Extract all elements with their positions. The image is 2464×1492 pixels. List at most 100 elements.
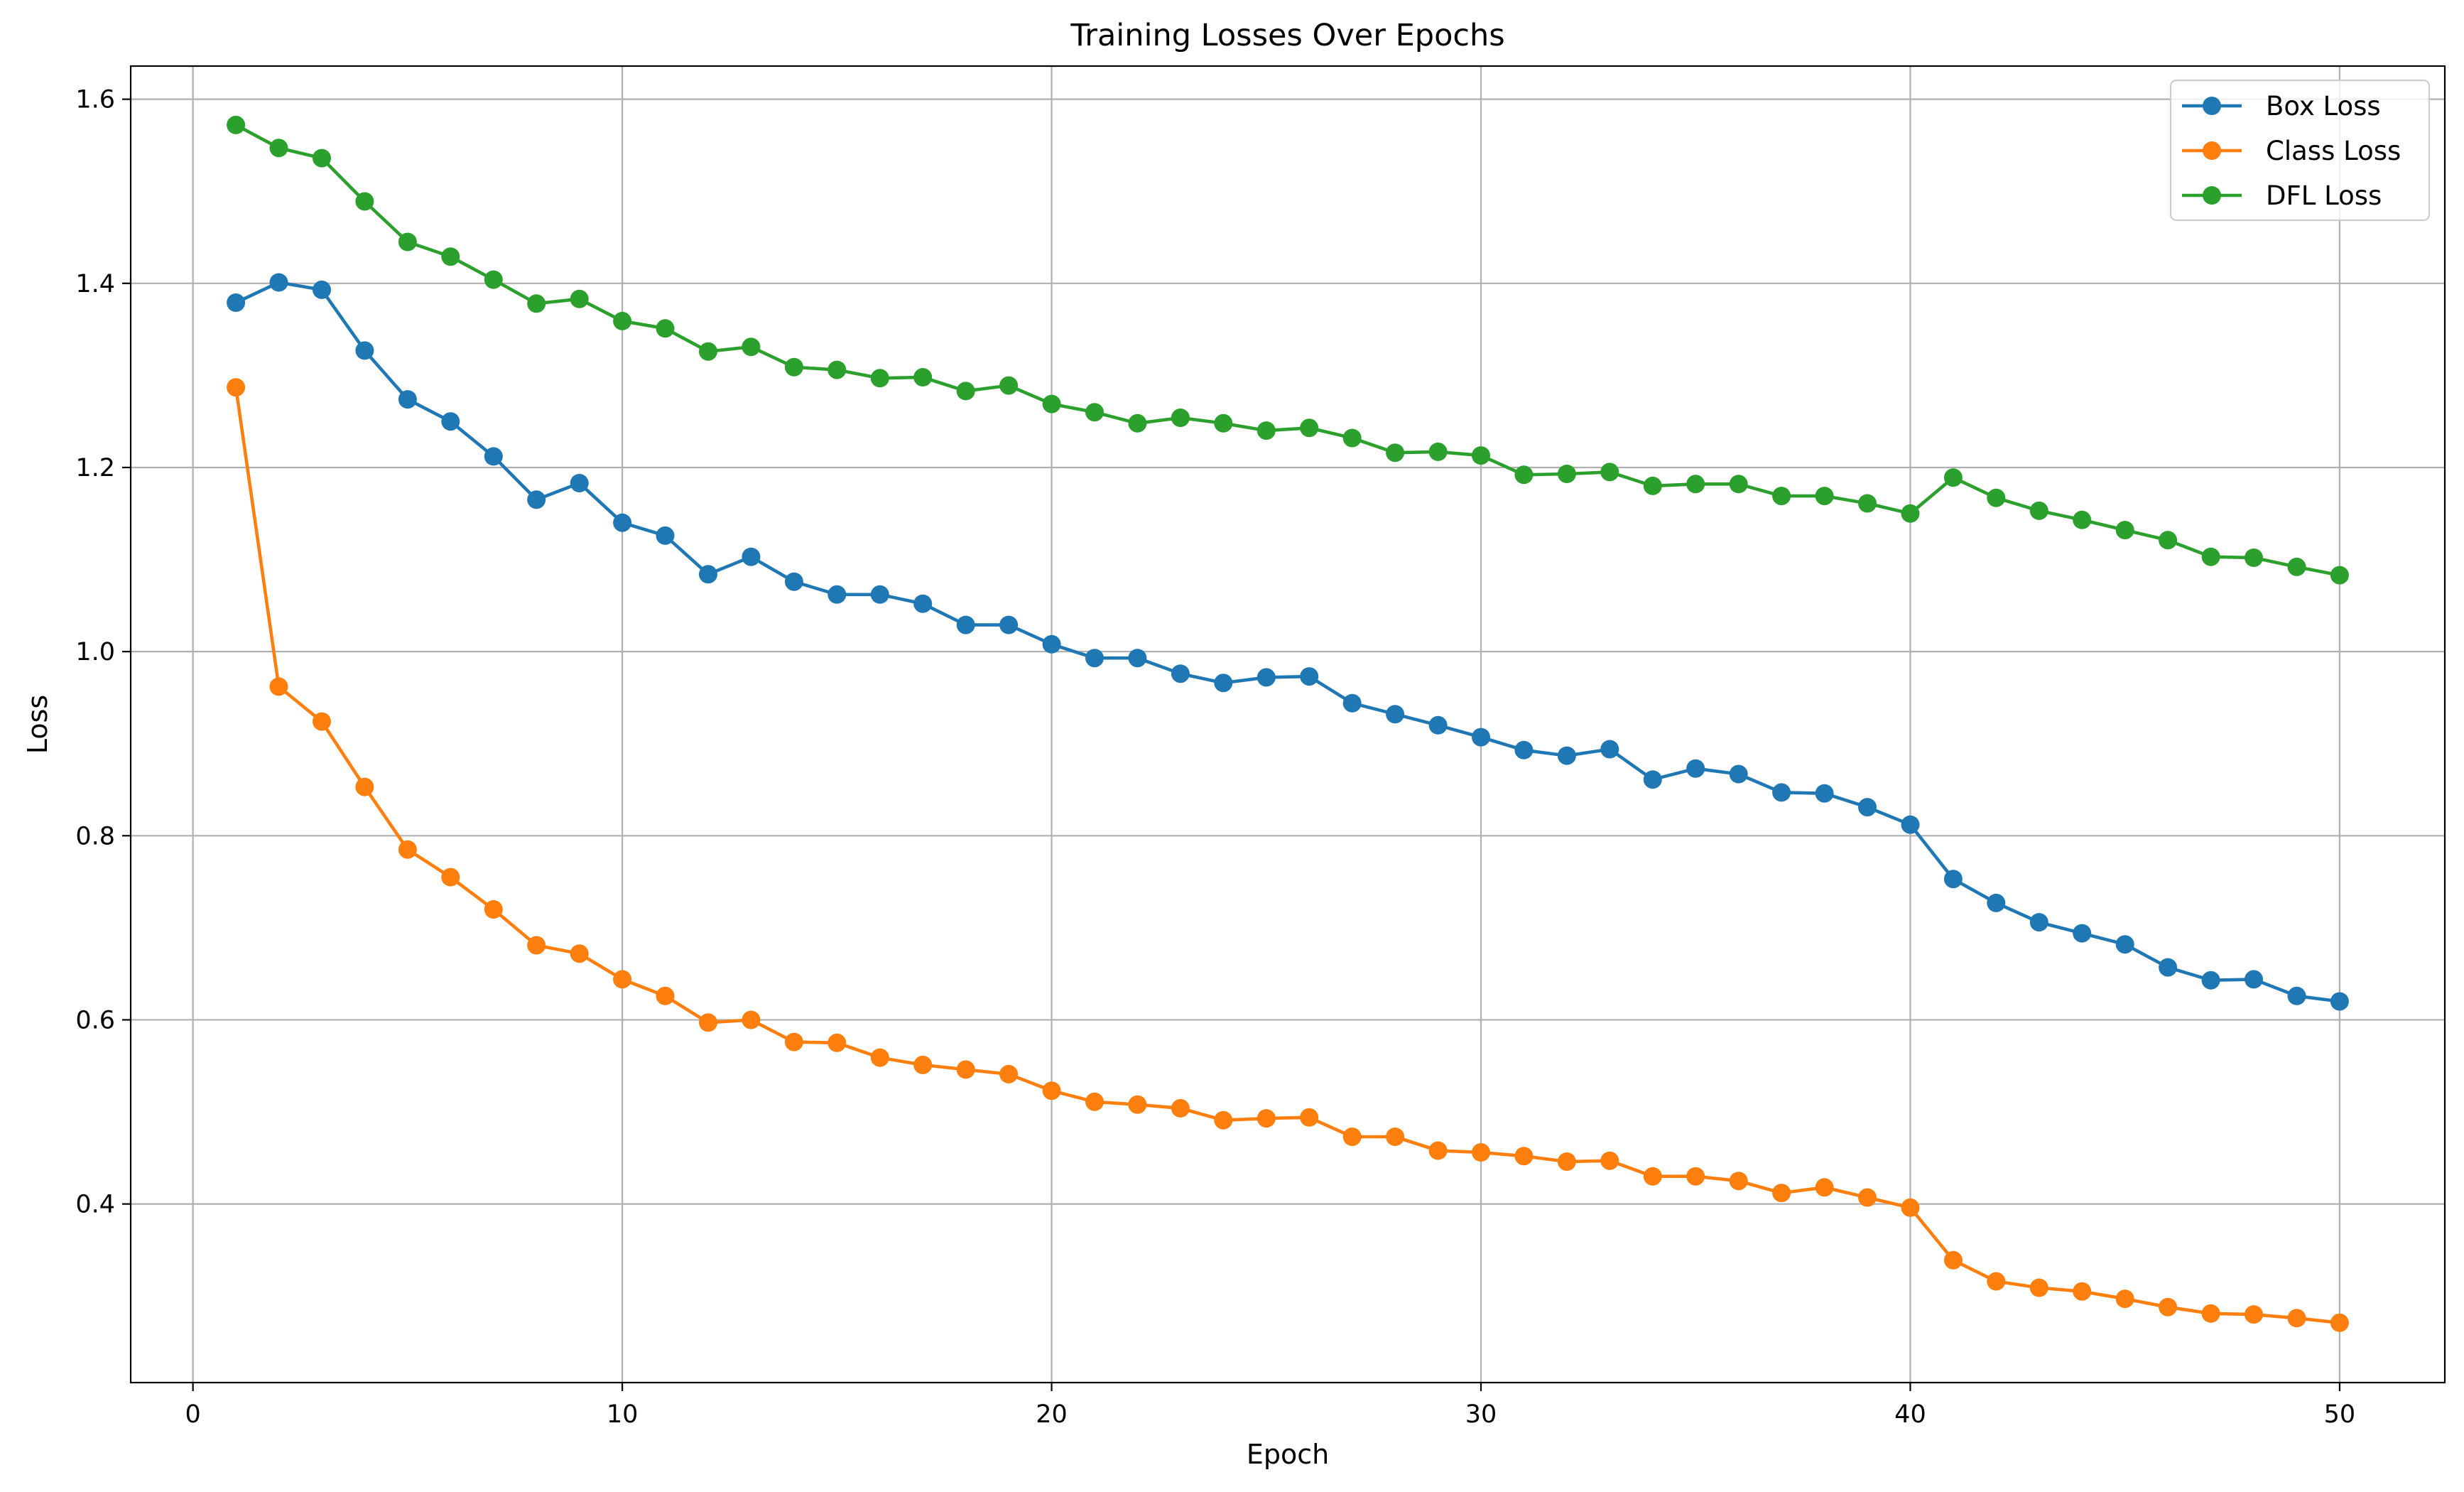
dfl-loss-point: [1815, 487, 1834, 506]
class-loss-point: [313, 712, 331, 731]
class-loss-point: [2330, 1313, 2349, 1332]
box-loss-point: [1815, 784, 1834, 803]
dfl-loss-point: [956, 382, 975, 401]
y-axis-label: Loss: [22, 695, 53, 754]
dfl-loss-point: [1085, 403, 1104, 422]
dfl-loss-point: [527, 294, 546, 313]
box-loss-point: [2029, 913, 2048, 932]
dfl-loss-point: [1472, 446, 1490, 465]
dfl-loss-point: [1600, 463, 1619, 482]
dfl-loss-point: [742, 337, 761, 357]
dfl-loss-point: [2115, 521, 2134, 540]
dfl-loss-point: [1643, 476, 1662, 495]
class-loss-point: [1729, 1172, 1748, 1191]
x-tick-label: 0: [185, 1400, 201, 1429]
class-loss-point: [1600, 1151, 1619, 1170]
y-tick-label: 0.6: [75, 1006, 115, 1034]
dfl-loss-point: [2201, 547, 2220, 566]
class-loss-point: [742, 1010, 761, 1029]
dfl-loss-point: [1300, 418, 1319, 438]
box-loss-point: [742, 547, 761, 566]
box-loss-point: [484, 447, 503, 466]
dfl-loss-series: [227, 115, 2349, 585]
class-loss-point: [1686, 1167, 1705, 1186]
dfl-loss-point: [313, 148, 331, 168]
class-loss-point: [999, 1064, 1019, 1083]
dfl-loss-point: [1257, 421, 1276, 440]
x-tick-label: 30: [1465, 1400, 1497, 1429]
box-loss-point: [227, 293, 246, 312]
box-loss-point: [2201, 971, 2220, 990]
box-loss-point: [1600, 740, 1619, 759]
dfl-loss-point: [1386, 443, 1405, 463]
dfl-loss-legend-marker: [2203, 186, 2221, 205]
dfl-loss-point: [1557, 465, 1576, 483]
plot-area-frame: [129, 65, 2446, 1384]
box-loss-point: [1342, 693, 1362, 713]
class-loss-legend-label: Class Loss: [2266, 136, 2401, 166]
class-loss-point: [2287, 1309, 2306, 1328]
dfl-loss-point: [1987, 488, 2006, 507]
class-loss-point: [956, 1060, 975, 1079]
class-loss-point: [2201, 1304, 2220, 1323]
class-loss-point: [355, 777, 374, 796]
dfl-loss-point: [827, 360, 847, 379]
box-loss-point: [1943, 870, 1963, 889]
box-loss-point: [1085, 649, 1104, 668]
class-loss-point: [1643, 1167, 1662, 1186]
legend-box: [2169, 79, 2431, 222]
y-tick-label: 0.8: [75, 822, 115, 850]
box-loss-point: [1300, 667, 1319, 686]
x-axis-ticks: 0 10 20 30 40 50: [185, 1383, 2355, 1429]
dfl-loss-point: [656, 319, 675, 338]
class-loss-point: [1128, 1095, 1147, 1114]
class-loss-point: [1772, 1184, 1791, 1203]
class-loss-point: [1042, 1081, 1061, 1101]
class-loss-series: [227, 378, 2349, 1332]
box-loss-point: [1214, 674, 1233, 693]
box-loss-point: [2159, 958, 2178, 977]
dfl-loss-point: [2159, 531, 2178, 550]
class-loss-point: [699, 1013, 717, 1032]
box-loss-point: [784, 572, 803, 591]
box-loss-point: [1428, 715, 1448, 735]
class-loss-point: [784, 1032, 803, 1052]
box-loss-point: [1729, 764, 1748, 784]
box-loss-point: [1686, 759, 1705, 778]
y-tick-label: 1.2: [75, 454, 115, 482]
box-loss-point: [999, 615, 1019, 634]
box-loss-point: [1128, 649, 1147, 668]
series-lines: [227, 115, 2349, 1332]
dfl-loss-point: [484, 270, 503, 289]
dfl-loss-point: [1428, 442, 1448, 461]
dfl-loss-point: [870, 369, 889, 388]
dfl-loss-point: [269, 139, 288, 158]
box-loss-point: [441, 412, 460, 431]
box-loss-point: [870, 585, 889, 604]
box-loss-point: [956, 615, 975, 634]
box-loss-point: [2330, 992, 2349, 1011]
class-loss-point: [870, 1048, 889, 1067]
box-loss-point: [1772, 783, 1791, 802]
box-loss-point: [1257, 668, 1276, 687]
box-loss-point: [1858, 798, 1877, 817]
class-loss-point: [227, 378, 246, 397]
box-loss-legend-marker: [2203, 97, 2221, 115]
chart-title: Training Losses Over Epochs: [1070, 18, 1504, 53]
dfl-loss-point: [913, 368, 933, 386]
class-loss-legend-marker: [2203, 141, 2221, 160]
dfl-loss-point: [1858, 494, 1877, 513]
dfl-loss-point: [1214, 413, 1233, 433]
dfl-loss-point: [1686, 475, 1705, 494]
box-loss-point: [1472, 728, 1490, 747]
class-loss-point: [1858, 1188, 1877, 1207]
class-loss-point: [1428, 1141, 1448, 1160]
x-tick-label: 20: [1036, 1400, 1068, 1429]
dfl-loss-point: [613, 311, 632, 330]
dfl-loss-point: [2287, 557, 2306, 576]
box-loss-point: [570, 474, 589, 492]
box-loss-point: [1042, 634, 1061, 654]
dfl-loss-point: [441, 247, 460, 266]
